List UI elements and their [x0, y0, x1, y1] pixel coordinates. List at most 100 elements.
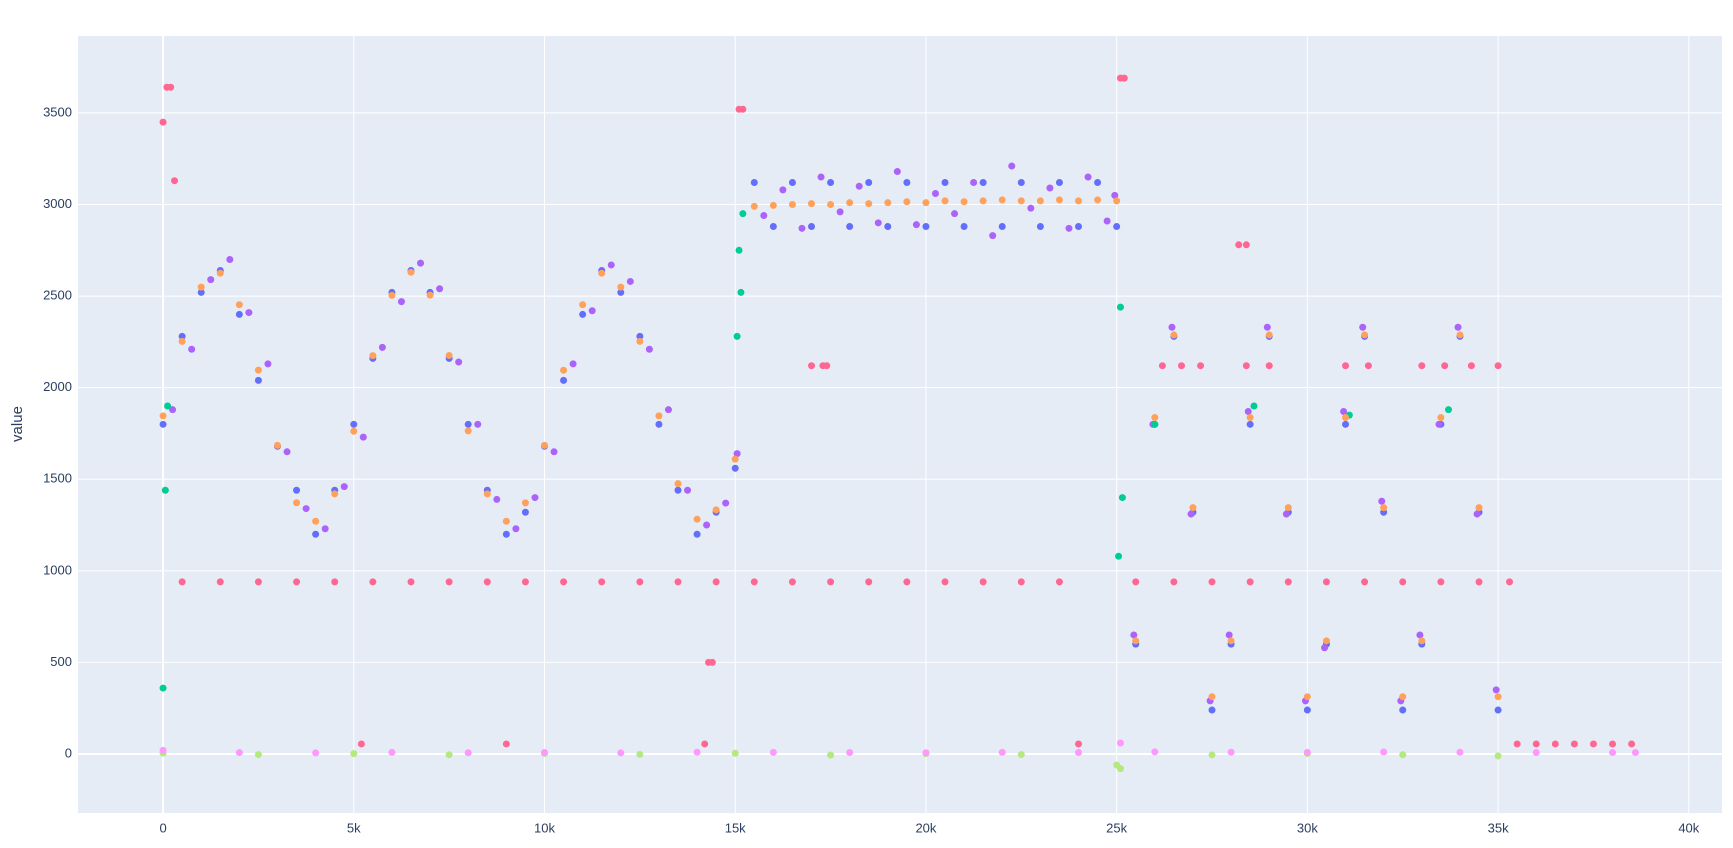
point [1170, 578, 1178, 586]
point [1225, 631, 1233, 639]
point [827, 578, 835, 586]
point [197, 283, 205, 291]
point [1235, 241, 1243, 249]
point [712, 578, 720, 586]
point [903, 179, 911, 187]
point [693, 748, 701, 756]
point [1380, 504, 1388, 512]
point [1120, 74, 1128, 82]
point [164, 402, 172, 410]
point [733, 332, 741, 340]
point [1284, 578, 1292, 586]
point [979, 197, 987, 205]
point [823, 362, 831, 370]
point [1609, 740, 1617, 748]
point [884, 199, 892, 207]
point [1322, 578, 1330, 586]
point [1094, 179, 1102, 187]
point [357, 740, 365, 748]
point [1435, 420, 1443, 428]
point [216, 578, 224, 586]
point [1437, 578, 1445, 586]
point [1441, 362, 1449, 370]
point [1399, 706, 1407, 714]
point [1151, 414, 1159, 422]
point [827, 751, 835, 759]
point [1132, 578, 1140, 586]
point [331, 490, 339, 498]
point [1008, 162, 1016, 170]
y-tick-label: 1500 [43, 471, 72, 486]
point [1055, 578, 1063, 586]
point [350, 420, 358, 428]
point [617, 283, 625, 291]
point [1118, 494, 1126, 502]
point [426, 291, 434, 299]
x-tick-label: 40k [1678, 820, 1699, 835]
point [273, 441, 281, 449]
point [998, 748, 1006, 756]
point [293, 578, 301, 586]
x-tick-label: 30k [1297, 820, 1318, 835]
point [817, 173, 825, 181]
point [235, 749, 243, 757]
y-axis-title: value [9, 406, 26, 442]
point [636, 750, 644, 758]
point [1017, 197, 1025, 205]
point [960, 222, 968, 230]
point [531, 494, 539, 502]
point [445, 751, 453, 759]
point [1027, 204, 1035, 212]
point [397, 298, 405, 306]
point [735, 246, 743, 254]
point [235, 301, 243, 309]
point [312, 749, 320, 757]
point [1454, 323, 1462, 331]
point [1342, 420, 1350, 428]
point [474, 420, 482, 428]
point [1609, 749, 1617, 757]
point [769, 222, 777, 230]
point [1456, 331, 1464, 339]
point [512, 525, 520, 533]
point [1246, 578, 1254, 586]
point [779, 186, 787, 194]
point [865, 578, 873, 586]
point [1242, 241, 1250, 249]
point [769, 748, 777, 756]
point [636, 332, 644, 340]
point [388, 748, 396, 756]
point [417, 259, 425, 267]
y-tick-label: 1000 [43, 562, 72, 577]
point [1158, 362, 1166, 370]
point [1151, 748, 1159, 756]
point [808, 222, 816, 230]
point [521, 508, 529, 516]
point [369, 352, 377, 360]
point [293, 486, 301, 494]
point [340, 483, 348, 491]
point [1046, 184, 1054, 192]
point [216, 269, 224, 277]
point [607, 261, 615, 269]
point [550, 448, 558, 456]
x-tick-label: 25k [1106, 820, 1127, 835]
point [1473, 510, 1481, 518]
point [722, 499, 730, 507]
x-tick-label: 35k [1488, 820, 1509, 835]
point [1208, 578, 1216, 586]
point [1227, 748, 1235, 756]
point [693, 515, 701, 523]
point [1246, 420, 1254, 428]
point [1551, 740, 1559, 748]
y-tick-label: 2500 [43, 288, 72, 303]
point [254, 751, 262, 759]
point [283, 448, 291, 456]
point [655, 412, 663, 420]
point [598, 578, 606, 586]
point [1075, 740, 1083, 748]
point [1494, 362, 1502, 370]
point [865, 200, 873, 208]
point [369, 578, 377, 586]
point [1103, 217, 1111, 225]
